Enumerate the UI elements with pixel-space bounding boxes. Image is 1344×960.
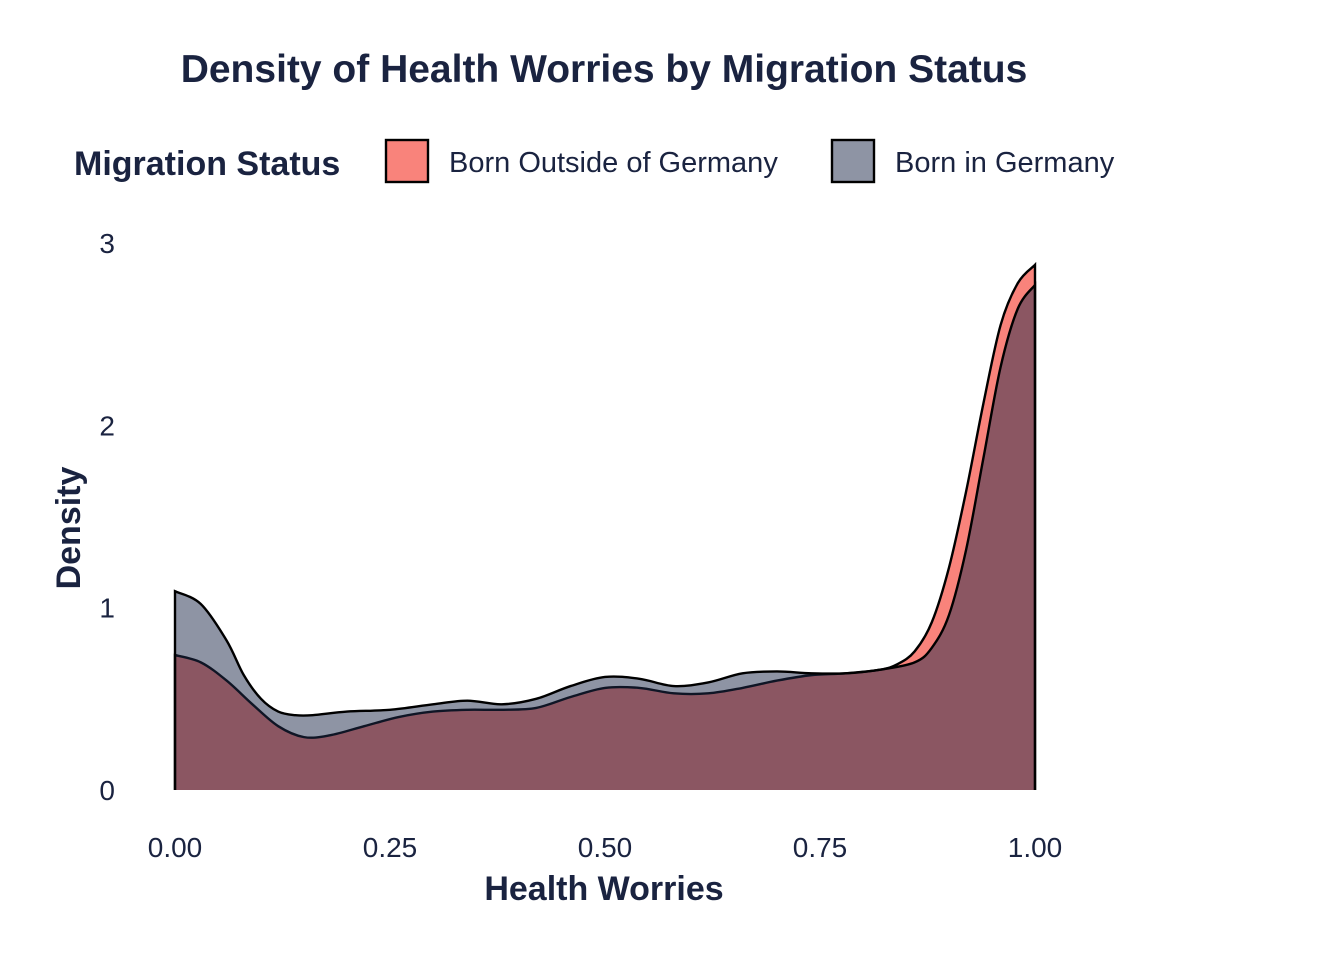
y-tick-label: 0 — [99, 775, 115, 806]
x-axis: 0.00 0.25 0.50 0.75 1.00 — [148, 832, 1063, 863]
x-tick-label: 0.75 — [793, 832, 848, 863]
y-tick-label: 1 — [99, 593, 115, 624]
y-axis-title: Density — [50, 467, 88, 590]
legend-key-born-in-germany — [830, 138, 876, 184]
x-tick-label: 0.00 — [148, 832, 203, 863]
x-tick-label: 1.00 — [1008, 832, 1063, 863]
x-tick-label: 0.25 — [363, 832, 418, 863]
plot-area — [173, 261, 1037, 790]
x-axis-title: Health Worries — [484, 870, 723, 908]
y-axis: 0 1 2 3 — [99, 228, 115, 806]
legend: Migration Status Born Outside of Germany… — [74, 138, 1115, 184]
y-tick-label: 3 — [99, 228, 115, 259]
y-tick-label: 2 — [99, 410, 115, 441]
legend-key-born-outside-of-germany — [384, 138, 430, 184]
legend-title: Migration Status — [74, 145, 340, 183]
density-area-born-in-germany — [175, 284, 1035, 790]
x-tick-label: 0.50 — [578, 832, 633, 863]
legend-label-born-outside-of-germany: Born Outside of Germany — [449, 147, 778, 179]
density-outline-born-in-germany — [173, 281, 1037, 790]
legend-label-born-in-germany: Born in Germany — [895, 147, 1115, 179]
chart-title: Density of Health Worries by Migration S… — [181, 48, 1028, 91]
